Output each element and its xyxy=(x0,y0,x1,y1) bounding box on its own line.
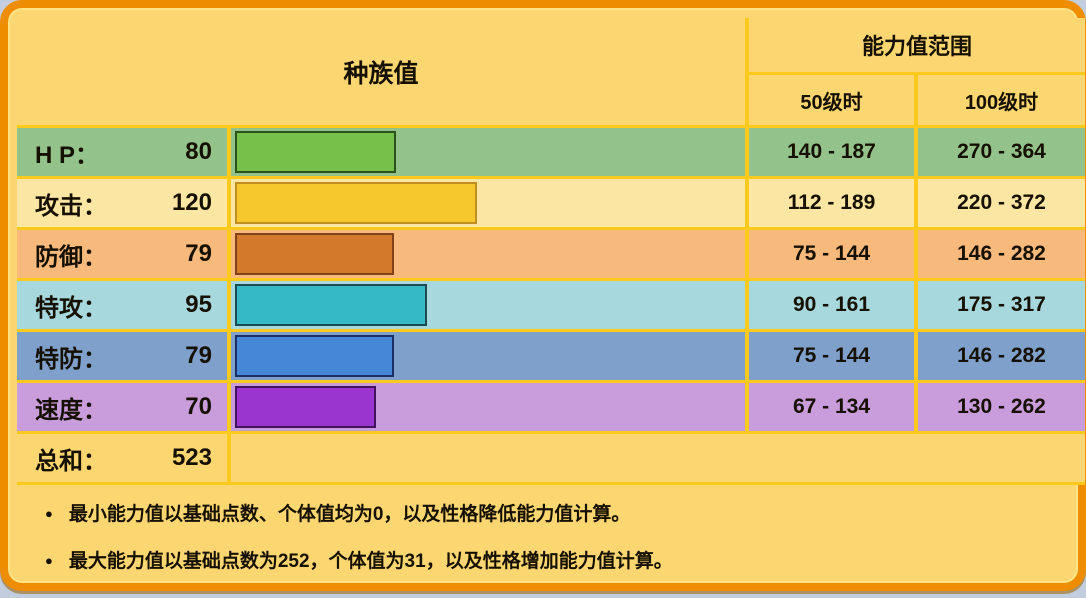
stat-bar-track-sp-defense xyxy=(231,332,745,380)
stat-label-attack: 攻击： 120 xyxy=(17,179,227,227)
stat-label-hp: H P： 80 xyxy=(17,128,227,176)
stat-label-sp-attack: 特攻： 95 xyxy=(17,281,227,329)
stat-name: 速度： xyxy=(35,396,107,424)
stat-total: 总和： 523 xyxy=(17,434,227,482)
stat-bar-track-hp xyxy=(231,128,745,176)
stat-value: 80 xyxy=(185,138,212,165)
stat-range100-hp: 270 - 364 xyxy=(918,128,1085,176)
stat-label-defense: 防御： 79 xyxy=(17,230,227,278)
bullet-icon: ● xyxy=(45,552,53,568)
stat-range50-sp-attack: 90 - 161 xyxy=(749,281,914,329)
total-row-spacer xyxy=(231,434,1085,482)
stat-value: 79 xyxy=(185,342,212,369)
footnote-min: ● 最小能力值以基础点数、个体值均为0，以及性格降低能力值计算。 xyxy=(45,502,1060,528)
table-header-level-100: 100级时 xyxy=(918,75,1085,125)
stat-range100-sp-attack: 175 - 317 xyxy=(918,281,1085,329)
table-header-stat-range: 能力值范围 xyxy=(749,18,1085,72)
stat-bar-track-speed xyxy=(231,383,745,431)
stat-name: 特防： xyxy=(35,345,107,373)
stat-value: 95 xyxy=(185,291,212,318)
stat-value: 70 xyxy=(185,393,212,420)
stat-bar-hp xyxy=(235,131,397,173)
stat-name: 特攻： xyxy=(35,294,107,322)
stat-name: 防御： xyxy=(35,243,107,271)
footnote-max: ● 最大能力值以基础点数为252，个体值为31，以及性格增加能力值计算。 xyxy=(45,549,1060,575)
stat-value: 79 xyxy=(185,240,212,267)
stat-bar-track-sp-attack xyxy=(231,281,745,329)
total-label: 总和： xyxy=(35,447,107,475)
stat-range100-sp-defense: 146 - 282 xyxy=(918,332,1085,380)
stat-label-speed: 速度： 70 xyxy=(17,383,227,431)
stat-bar-speed xyxy=(235,386,377,428)
stat-range50-sp-defense: 75 - 144 xyxy=(749,332,914,380)
stat-bar-attack xyxy=(235,182,478,224)
stat-bar-track-attack xyxy=(231,179,745,227)
stat-name: 攻击： xyxy=(35,192,107,220)
stat-bar-sp-defense xyxy=(235,335,395,377)
footnote-min-text: 最小能力值以基础点数、个体值均为0，以及性格降低能力值计算。 xyxy=(68,504,631,525)
table-header-base-stats: 种族值 xyxy=(17,18,745,125)
stat-bar-defense xyxy=(235,233,395,275)
stat-bar-track-defense xyxy=(231,230,745,278)
bullet-icon: ● xyxy=(45,506,53,521)
stat-range50-speed: 67 - 134 xyxy=(749,383,914,431)
footnotes: ● 最小能力值以基础点数、个体值均为0，以及性格降低能力值计算。 ● 最大能力值… xyxy=(17,485,1070,574)
stat-range50-hp: 140 - 187 xyxy=(749,128,914,176)
stat-range100-defense: 146 - 282 xyxy=(918,230,1085,278)
total-value: 523 xyxy=(171,444,212,471)
footnote-max-text: 最大能力值以基础点数为252，个体值为31，以及性格增加能力值计算。 xyxy=(68,550,673,572)
stat-value: 120 xyxy=(171,189,212,216)
stat-name: H P： xyxy=(35,141,100,169)
stat-range100-attack: 220 - 372 xyxy=(918,179,1085,227)
stats-table: 种族值 能力值范围 50级时 100级时 H P： 80 140 - 187 270 … xyxy=(17,18,1085,485)
stat-range100-speed: 130 - 262 xyxy=(918,383,1085,431)
stat-bar-sp-attack xyxy=(235,284,427,326)
stat-label-sp-defense: 特防： 79 xyxy=(17,332,227,380)
stat-range50-defense: 75 - 144 xyxy=(749,230,914,278)
stat-range50-attack: 112 - 189 xyxy=(749,179,914,227)
table-header-level-50: 50级时 xyxy=(749,75,914,125)
